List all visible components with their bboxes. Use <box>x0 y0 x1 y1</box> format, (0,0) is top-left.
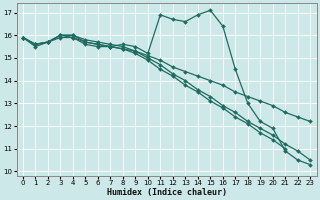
X-axis label: Humidex (Indice chaleur): Humidex (Indice chaleur) <box>107 188 227 197</box>
